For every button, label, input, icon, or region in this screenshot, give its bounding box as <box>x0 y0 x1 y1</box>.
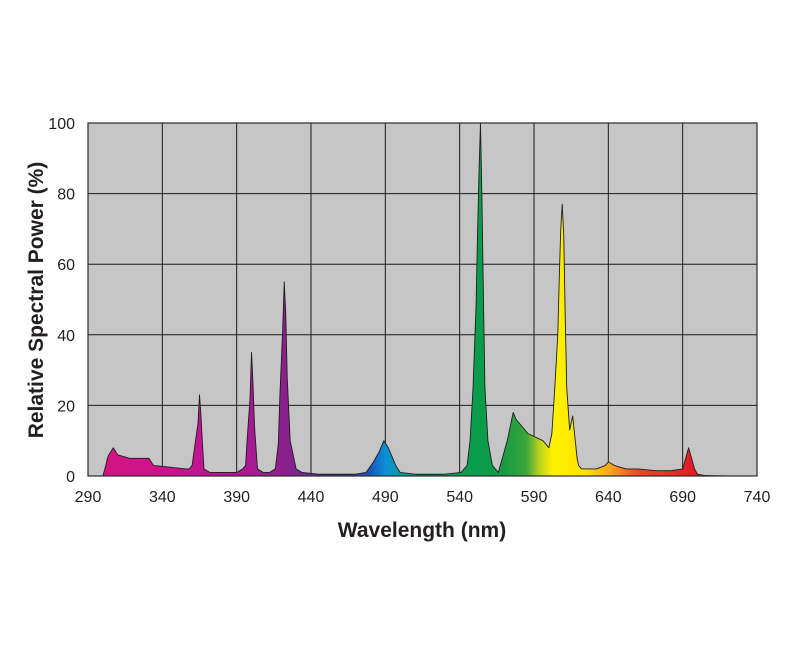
x-axis-title: Wavelength (nm) <box>338 519 506 542</box>
y-axis-ticks: 0 20 40 60 80 100 <box>48 116 75 486</box>
x-tick-label: 540 <box>446 489 473 506</box>
y-tick-label: 40 <box>57 328 75 345</box>
x-tick-label: 590 <box>521 489 548 506</box>
y-tick-label: 100 <box>48 116 75 133</box>
plot-frame <box>87 122 758 477</box>
x-tick-label: 290 <box>75 489 102 506</box>
x-tick-label: 390 <box>223 489 250 506</box>
x-tick-label: 640 <box>595 489 622 506</box>
x-tick-label: 440 <box>298 489 325 506</box>
x-tick-label: 740 <box>744 489 771 506</box>
x-tick-label: 690 <box>669 489 696 506</box>
x-tick-label: 490 <box>372 489 399 506</box>
y-axis-title: Relative Spectral Power (%) <box>25 162 48 439</box>
spectral-area <box>102 122 758 477</box>
x-axis-ticks: 290 340 390 440 490 540 590 640 690 740 <box>75 489 771 506</box>
y-tick-label: 0 <box>66 469 75 486</box>
y-tick-label: 60 <box>57 257 75 274</box>
plot-area <box>88 123 757 476</box>
x-tick-label: 340 <box>149 489 176 506</box>
y-tick-label: 80 <box>57 187 75 204</box>
y-tick-label: 20 <box>57 398 75 415</box>
